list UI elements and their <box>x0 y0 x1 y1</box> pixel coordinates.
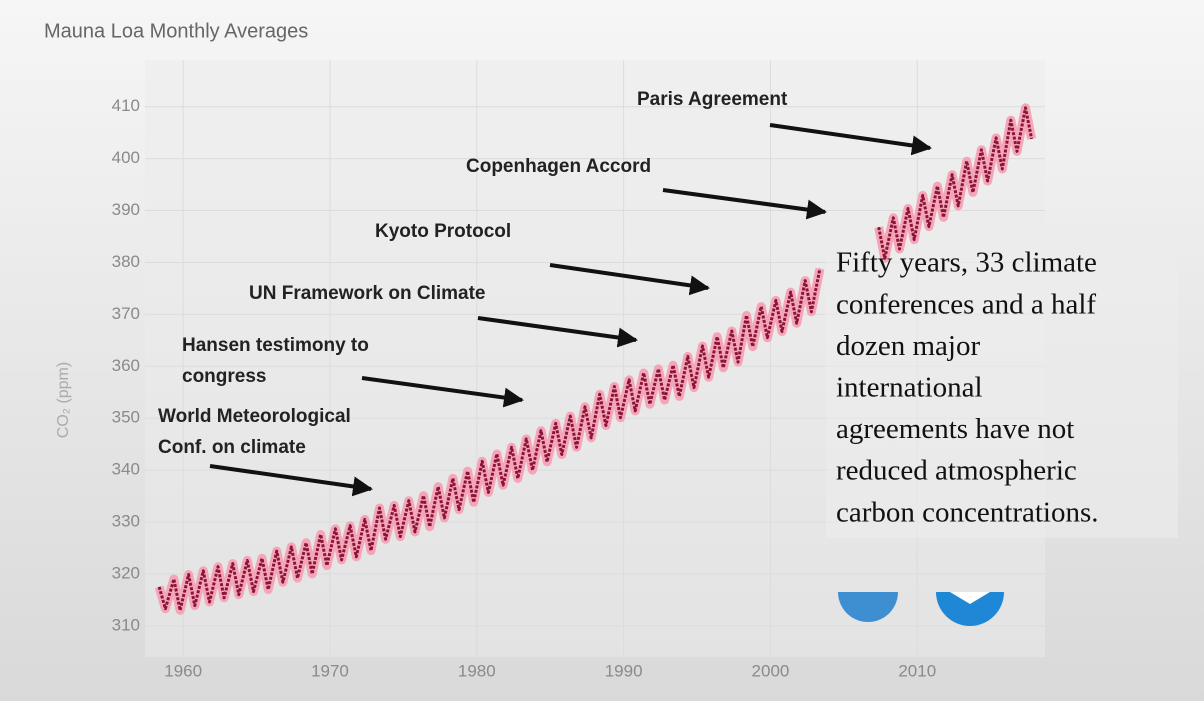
annotation: UN Framework on Climate <box>249 283 486 304</box>
y-tick-label: 340 <box>112 460 140 479</box>
y-tick-label: 330 <box>112 512 140 531</box>
note-text: agreements have not <box>836 413 1074 445</box>
note-text: reduced atmospheric <box>836 455 1077 487</box>
x-tick-label: 1980 <box>458 661 496 680</box>
y-tick-label: 320 <box>112 563 140 582</box>
y-tick-label: 390 <box>112 200 140 219</box>
y-tick-label: 400 <box>112 148 140 167</box>
arrow <box>662 188 827 220</box>
x-tick-label: 2000 <box>752 661 790 680</box>
logos <box>838 592 1004 626</box>
note-text: dozen major <box>836 330 980 362</box>
annotation: Conf. on climate <box>158 437 306 458</box>
x-tick-label: 1960 <box>164 661 202 680</box>
y-axis-label: CO₂ (ppm) <box>55 362 72 438</box>
note-text: conferences and a half <box>836 288 1096 320</box>
annotation: Paris Agreement <box>637 89 788 110</box>
annotation: Kyoto Protocol <box>375 221 511 242</box>
y-tick-label: 380 <box>112 252 140 271</box>
x-tick-label: 2010 <box>898 661 936 680</box>
y-tick-label: 350 <box>112 408 140 427</box>
annotation: Hansen testimony to <box>182 335 369 356</box>
line <box>157 106 1034 612</box>
arrow <box>361 376 524 408</box>
note-text: carbon concentrations. <box>836 496 1099 528</box>
arrow <box>477 316 638 348</box>
note-box <box>826 238 1178 538</box>
x-tick-label: 1990 <box>605 661 643 680</box>
logo <box>838 592 898 622</box>
annotation: World Meteorological <box>158 406 351 427</box>
annotation: Copenhagen Accord <box>466 156 651 177</box>
y-tick-label: 360 <box>112 356 140 375</box>
arrow <box>549 263 710 296</box>
arrow <box>209 464 373 497</box>
y-tick-label: 410 <box>112 96 140 115</box>
logo-detail <box>950 592 990 604</box>
annotation: congress <box>182 366 266 387</box>
note-text: international <box>836 371 983 403</box>
logo <box>936 592 1004 626</box>
y-tick-label: 310 <box>112 615 140 634</box>
y-tick-label: 370 <box>112 304 140 323</box>
note-text: Fifty years, 33 climate <box>836 247 1097 279</box>
arrow <box>769 123 932 156</box>
x-tick-label: 1970 <box>311 661 349 680</box>
chart-title: Mauna Loa Monthly Averages <box>44 20 308 42</box>
